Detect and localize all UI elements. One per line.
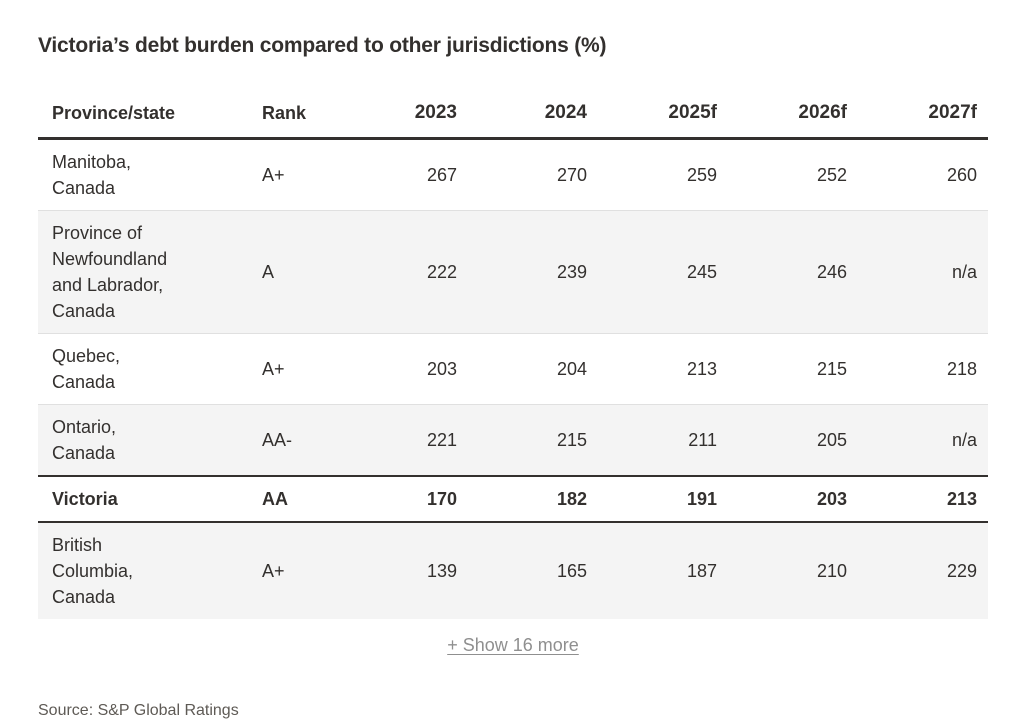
value-cell: 211 (688, 430, 717, 450)
province-cell: Province of Newfoundland and Labrador, C… (52, 223, 168, 321)
value-cell: 165 (556, 561, 587, 581)
value-cell: 203 (426, 359, 457, 379)
value-cell: 259 (686, 165, 717, 185)
value-cell: 245 (686, 262, 717, 282)
table-row: Victoria AA 170 182 191 203 213 (38, 476, 988, 522)
value-cell: 187 (686, 561, 717, 581)
value-cell: 252 (816, 165, 847, 185)
value-cell: 204 (556, 359, 587, 379)
column-header-rank: Rank (250, 86, 338, 140)
value-cell: 203 (816, 489, 847, 509)
value-cell: 270 (556, 165, 587, 185)
debt-table-card: Victoria’s debt burden compared to other… (38, 34, 988, 719)
column-header-2027f: 2027f (858, 86, 988, 140)
value-cell: 222 (426, 262, 457, 282)
table-row: Manitoba, Canada A+ 267 270 259 252 260 (38, 139, 988, 211)
source-note: Source: S&P Global Ratings (38, 702, 239, 719)
column-header-2023: 2023 (338, 86, 468, 140)
table-row: Province of Newfoundland and Labrador, C… (38, 210, 988, 334)
province-cell: Quebec, Canada (52, 346, 121, 392)
value-cell: 260 (946, 165, 977, 185)
value-cell: 229 (946, 561, 977, 581)
value-cell: 213 (946, 489, 977, 509)
value-cell: 210 (816, 561, 847, 581)
rank-cell: A+ (262, 561, 285, 581)
value-cell: 182 (556, 489, 587, 509)
value-cell: 170 (426, 489, 457, 509)
rank-cell: A+ (262, 359, 285, 379)
value-cell: 205 (816, 430, 847, 450)
value-cell: 215 (816, 359, 847, 379)
table-header-row: Province/state Rank 2023 2024 2025f 2026… (38, 86, 988, 140)
province-cell: British Columbia, Canada (52, 535, 134, 607)
column-header-2026f: 2026f (728, 86, 858, 140)
value-cell: 191 (686, 489, 717, 509)
column-header-2025f: 2025f (598, 86, 728, 140)
table-body: Manitoba, Canada A+ 267 270 259 252 260 Provinc… (38, 139, 988, 619)
value-cell: 221 (426, 430, 457, 450)
table-row: Ontario, Canada AA- 221 215 211 205 n/a (38, 404, 988, 476)
table-row: British Columbia, Canada A+ 139 165 187 210 22… (38, 522, 988, 619)
value-cell: 239 (556, 262, 587, 282)
value-cell: 139 (426, 561, 457, 581)
value-cell: 213 (686, 359, 717, 379)
rank-cell: AA- (262, 430, 293, 450)
column-header-2024: 2024 (468, 86, 598, 140)
table-row: Quebec, Canada A+ 203 204 213 215 218 (38, 333, 988, 405)
rank-cell: A+ (262, 165, 285, 185)
show-more-link[interactable]: + Show 16 more (447, 635, 579, 655)
value-cell: 246 (816, 262, 847, 282)
province-cell: Victoria (52, 489, 118, 509)
value-cell: n/a (951, 262, 977, 282)
column-header-province-state: Province/state (38, 86, 250, 140)
province-cell: Manitoba, Canada (52, 152, 132, 198)
rank-cell: AA (262, 489, 288, 509)
province-cell: Ontario, Canada (52, 417, 117, 463)
rank-cell: A (262, 262, 275, 282)
value-cell: 218 (946, 359, 977, 379)
show-more-row: + Show 16 more (38, 635, 988, 656)
debt-comparison-table: Province/state Rank 2023 2024 2025f 2026… (38, 86, 988, 619)
value-cell: n/a (951, 430, 977, 450)
value-cell: 215 (556, 430, 587, 450)
chart-title: Victoria’s debt burden compared to other… (38, 34, 607, 57)
value-cell: 267 (426, 165, 457, 185)
